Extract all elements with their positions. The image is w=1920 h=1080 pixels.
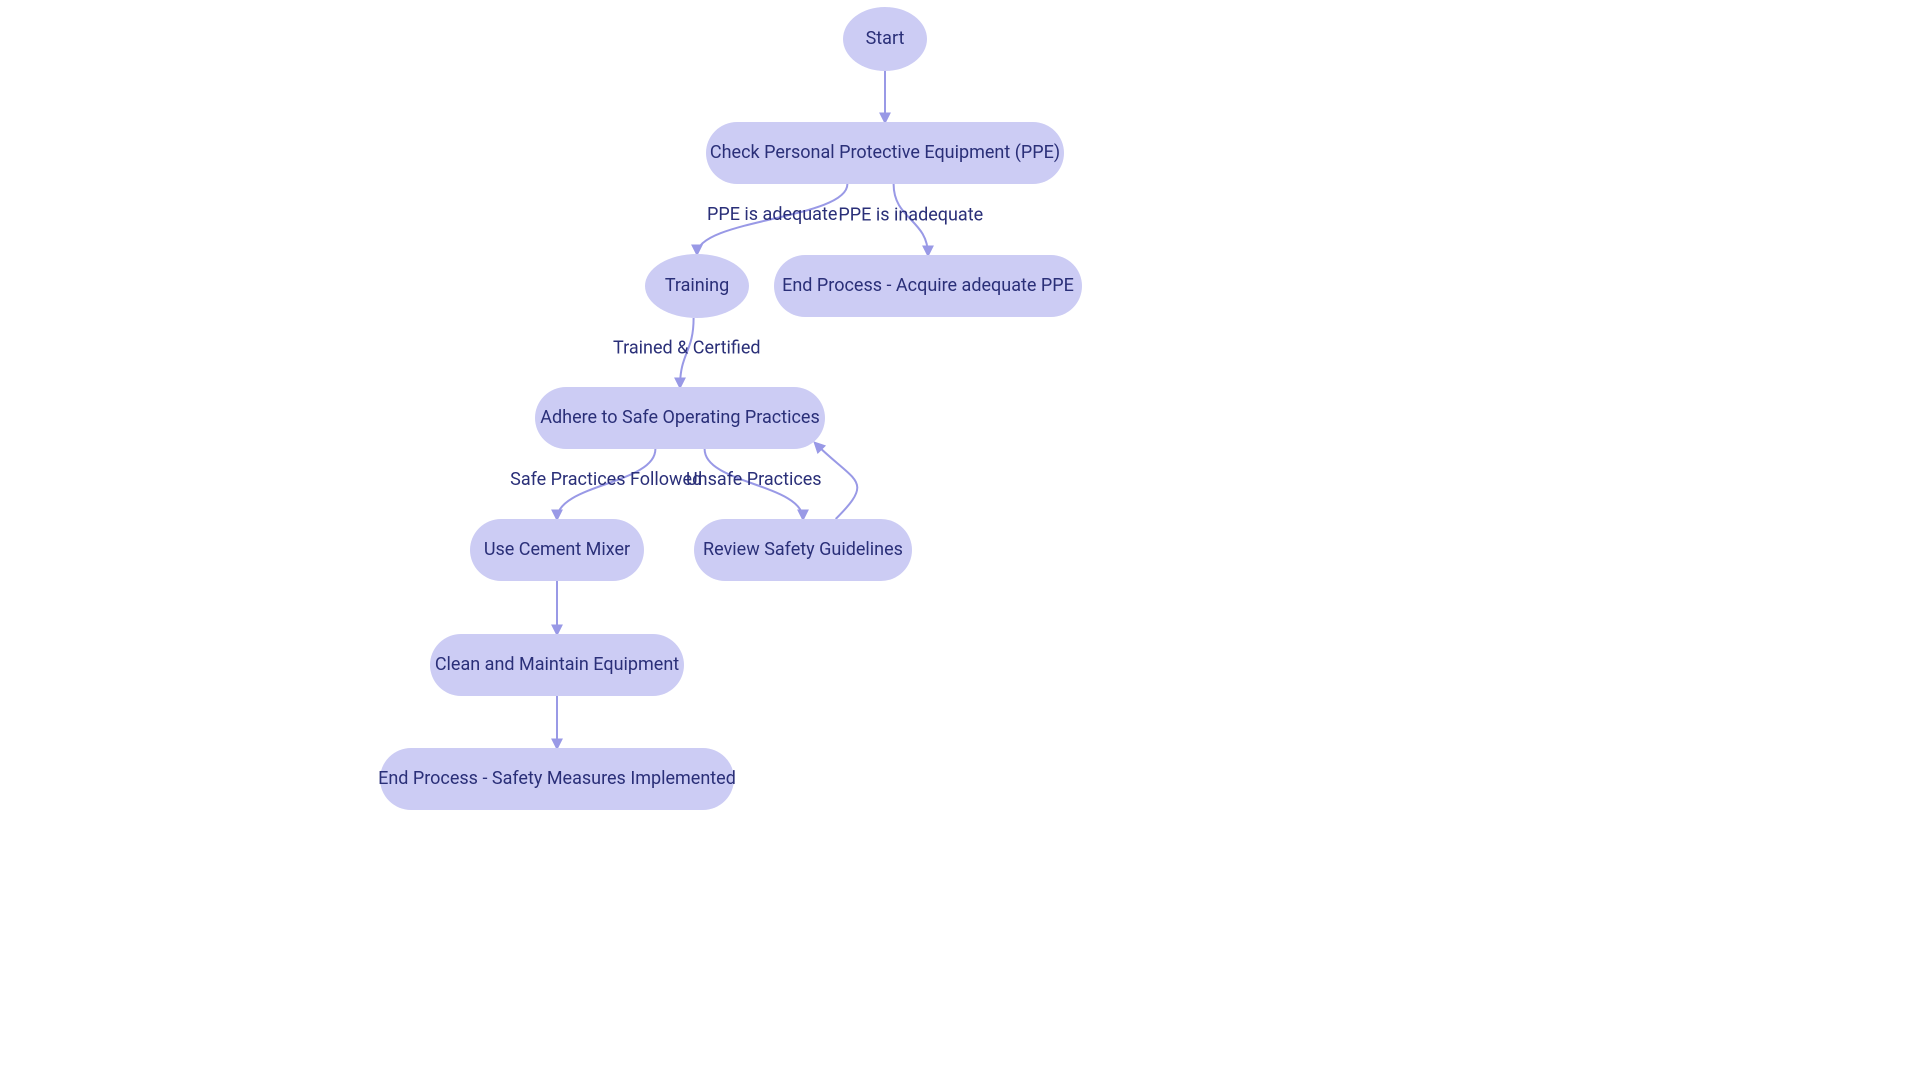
node-adhere: Adhere to Safe Operating Practices — [535, 387, 825, 449]
node-ppe: Check Personal Protective Equipment (PPE… — [706, 122, 1064, 184]
node-endok: End Process - Safety Measures Implemente… — [378, 748, 736, 810]
node-label-use: Use Cement Mixer — [484, 539, 630, 560]
node-label-adhere: Adhere to Safe Operating Practices — [540, 407, 819, 428]
node-label-clean: Clean and Maintain Equipment — [435, 654, 679, 675]
node-start: Start — [843, 7, 927, 71]
node-review: Review Safety Guidelines — [694, 519, 912, 581]
node-label-endppe: End Process - Acquire adequate PPE — [782, 275, 1074, 296]
node-training: Training — [645, 254, 749, 318]
edge-label-training-adhere: Trained & Certified — [613, 337, 761, 358]
edge-label-adhere-review: Unsafe Practices — [686, 469, 822, 490]
node-label-endok: End Process - Safety Measures Implemente… — [378, 768, 736, 789]
node-label-ppe: Check Personal Protective Equipment (PPE… — [710, 142, 1060, 163]
node-label-review: Review Safety Guidelines — [703, 539, 903, 560]
edge-label-adhere-use: Safe Practices Followed — [510, 469, 702, 490]
node-label-start: Start — [866, 28, 905, 49]
edge-label-ppe-training: PPE is adequate — [707, 204, 837, 225]
node-endppe: End Process - Acquire adequate PPE — [774, 255, 1082, 317]
node-clean: Clean and Maintain Equipment — [430, 634, 684, 696]
edge-label-ppe-endppe: PPE is inadequate — [838, 204, 983, 225]
node-label-training: Training — [665, 275, 729, 296]
node-use: Use Cement Mixer — [470, 519, 644, 581]
